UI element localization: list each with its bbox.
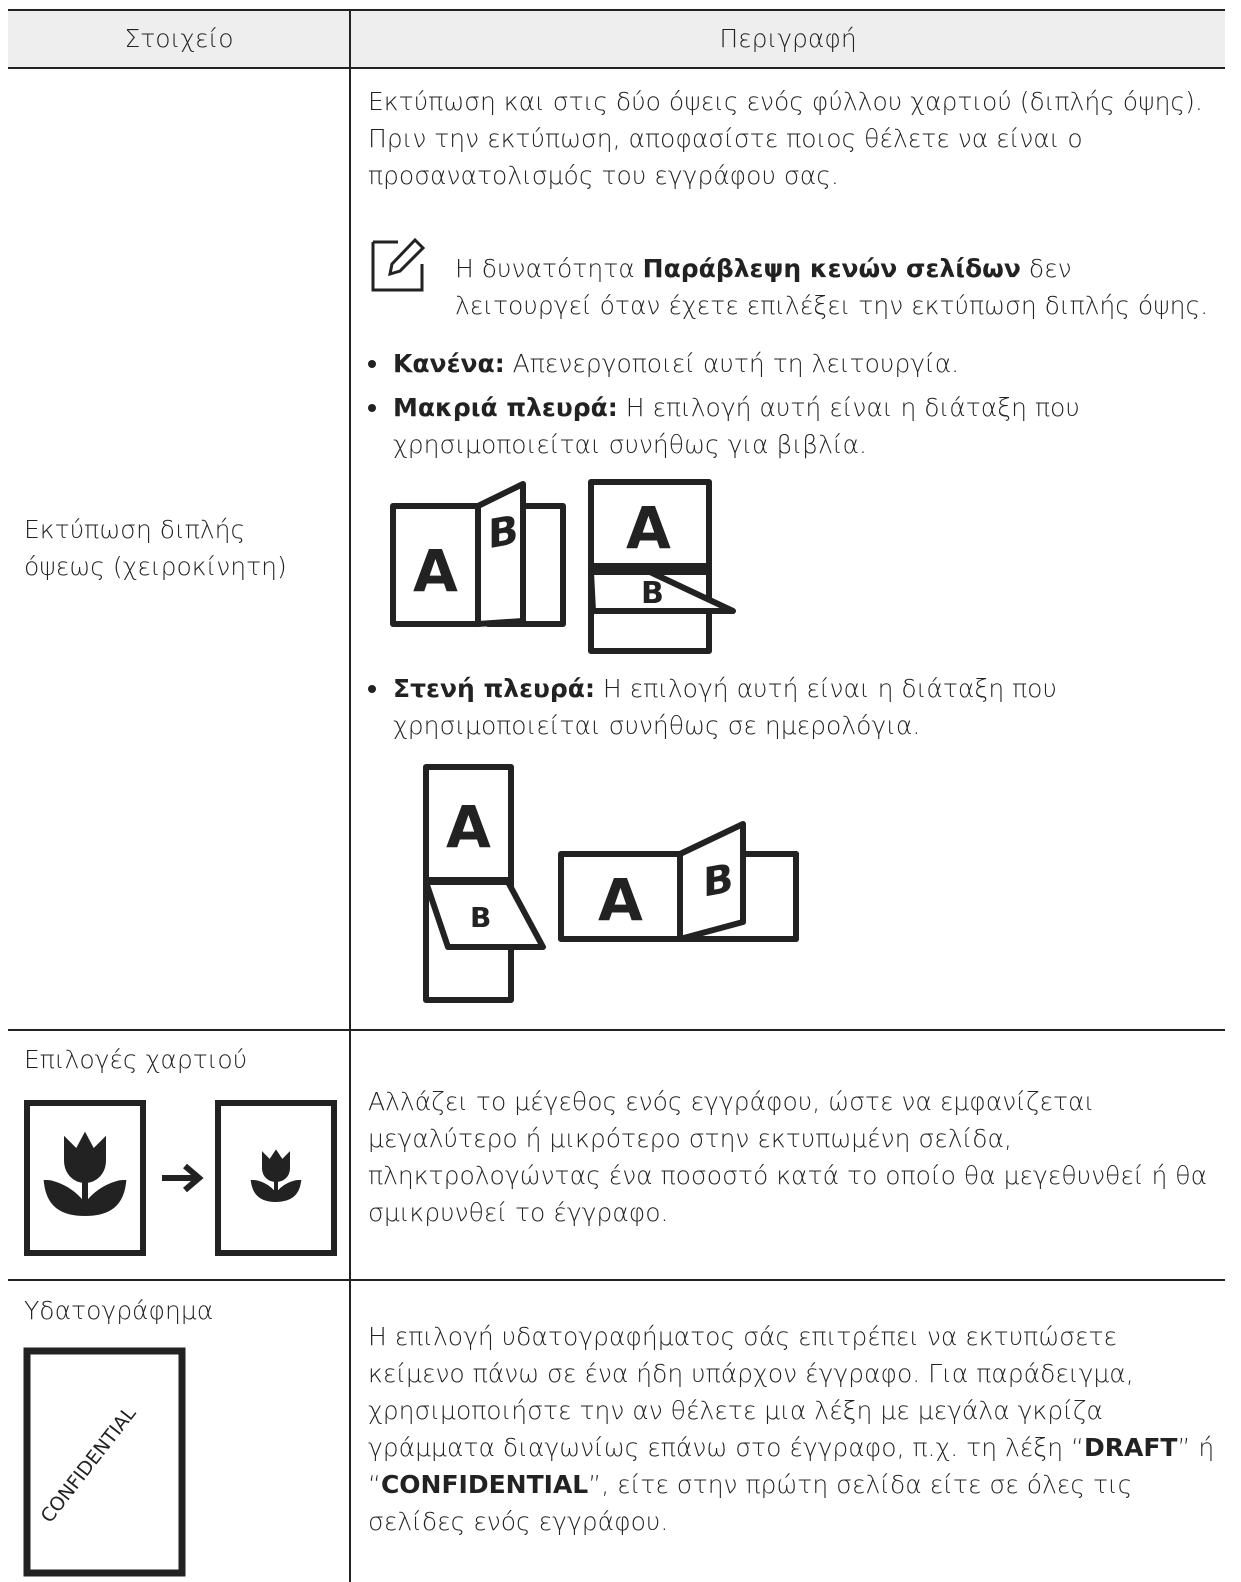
text: ”, είτε στην πρώτη σελίδα είτε σε όλες τ… — [368, 1470, 1133, 1536]
description: Η επιλογή υδατογραφήματος σάς επιτρέπει … — [368, 1318, 1218, 1540]
text: Η δυνατότητα — [455, 254, 643, 283]
header-cell: Στοιχείο — [124, 24, 234, 53]
bullet-body: Στενή πλευρά: Η επιλογή αυτή είναι η διά… — [393, 670, 1218, 744]
text: δεν λειτουργεί όταν έχετε επιλέξει την ε… — [455, 254, 1209, 320]
rule — [8, 67, 1225, 69]
bullet-body: Κανένα: Απενεργοποιεί αυτή τη λειτουργία… — [393, 345, 1218, 382]
letter: B — [470, 901, 491, 934]
letter: B — [641, 576, 664, 611]
bullet: Στενή πλευρά: Η επιλογή αυτή είναι η διά… — [368, 670, 1218, 744]
bullet-dot — [368, 685, 376, 693]
bullet: Κανένα: Απενεργοποιεί αυτή τη λειτουργία… — [368, 345, 1218, 382]
text: Η επιλογή αυτή είναι η διάταξη που χρησι… — [393, 393, 1080, 459]
header-bg — [8, 10, 1225, 68]
watermark-icon: CONFIDENTIAL — [23, 1347, 186, 1577]
letter: B — [488, 506, 518, 558]
rule — [8, 1279, 1225, 1281]
text: Η επιλογή υδατογραφήματος σάς επιτρέπει … — [368, 1322, 1134, 1462]
bullet-body: Μακριά πλευρά: Η επιλογή αυτή είναι η δι… — [393, 389, 1218, 463]
bold-text: Μακριά πλευρά: — [393, 393, 618, 422]
icon-text: CONFIDENTIAL — [37, 1402, 141, 1527]
letter: A — [446, 793, 491, 861]
long-edge-illustration: A B A B — [390, 479, 736, 654]
header-cell: Περιγραφή — [719, 24, 857, 53]
letter: A — [413, 537, 458, 605]
letter: A — [626, 494, 671, 562]
description: Αλλάζει το μέγεθος ενός εγγράφου, ώστε ν… — [368, 1083, 1218, 1231]
bullet-dot — [368, 404, 376, 412]
bold-text: CONFIDENTIAL — [380, 1470, 589, 1499]
bold-text: Κανένα: — [393, 349, 505, 378]
scale-icon — [24, 1100, 337, 1256]
intro: Εκτύπωση και στις δύο όψεις ενός φύλλου … — [368, 87, 1203, 190]
text: ” ή “ — [368, 1433, 1215, 1499]
bold-text: DRAFT — [1083, 1433, 1178, 1462]
item: Επιλογές χαρτιού — [24, 1045, 248, 1074]
text: Η επιλογή αυτή είναι η διάταξη που χρησι… — [393, 674, 1057, 740]
item: Υδατογράφημα — [24, 1296, 214, 1325]
bullet: Μακριά πλευρά: Η επιλογή αυτή είναι η δι… — [368, 389, 1218, 463]
note-icon — [371, 237, 426, 292]
text: Αλλάζει το μέγεθος ενός εγγράφου, ώστε ν… — [368, 1087, 1208, 1227]
bold-text: Στενή πλευρά: — [393, 674, 595, 703]
short-edge-illustration: A B A B — [423, 764, 799, 1003]
bullet-dot — [368, 360, 376, 368]
rule — [8, 1029, 1225, 1031]
letter: A — [598, 866, 643, 934]
note: Η δυνατότητα Παράβλεψη κενών σελίδων δεν… — [455, 250, 1215, 324]
rule — [8, 9, 1225, 11]
letter: B — [703, 855, 733, 907]
bold-text: Παράβλεψη κενών σελίδων — [642, 254, 1021, 283]
column-divider — [349, 10, 351, 1582]
item: Εκτύπωση διπλής όψεως (χειροκίνητη) — [24, 515, 287, 581]
text: Απενεργοποιεί αυτή τη λειτουργία. — [504, 349, 960, 378]
